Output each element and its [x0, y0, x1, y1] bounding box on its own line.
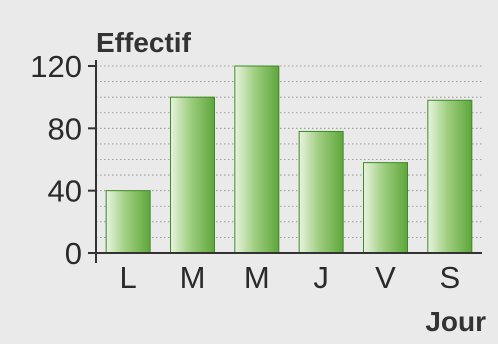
y-tick-label: 0	[65, 236, 82, 271]
y-tick-label: 80	[48, 111, 82, 146]
x-tick-label: M	[244, 260, 270, 295]
bars	[105, 65, 473, 254]
bar-m-1	[170, 96, 215, 254]
bar-j-3	[298, 130, 344, 254]
bar-v-4	[363, 162, 408, 254]
y-axis-title: Effectif	[96, 27, 192, 58]
x-tick-label: S	[439, 260, 460, 295]
gridlines	[96, 65, 482, 238]
x-axis-title: Jour	[425, 306, 486, 337]
bar-m-2	[234, 65, 280, 254]
tick-labels: L M M J V S 0 40 80 120	[30, 49, 460, 295]
axes	[88, 60, 482, 263]
y-tick-label: 40	[48, 174, 82, 209]
bar-s-5	[427, 99, 473, 254]
x-tick-label: M	[180, 260, 206, 295]
x-tick-label: L	[120, 260, 137, 295]
y-tick-label: 120	[30, 49, 82, 84]
x-tick-label: J	[313, 260, 329, 295]
x-tick-label: V	[375, 260, 396, 295]
bar-l-0	[105, 190, 151, 254]
